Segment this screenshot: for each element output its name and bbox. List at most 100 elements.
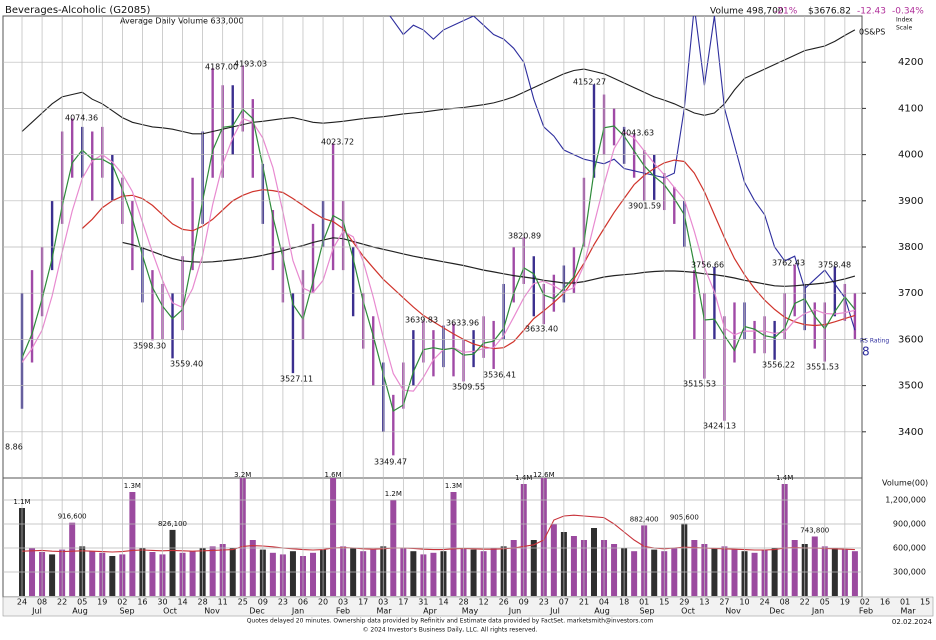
line-series bbox=[21, 514, 855, 553]
volume-bar bbox=[149, 552, 156, 596]
volume-bar bbox=[169, 529, 176, 596]
volume-bar bbox=[751, 552, 758, 596]
x-tick-label: 01 bbox=[900, 598, 910, 607]
x-tick-label: 08 bbox=[37, 598, 47, 607]
x-tick-label: 21 bbox=[579, 598, 589, 607]
price-annotation: 3527.11 bbox=[280, 375, 313, 384]
month-label: Mar bbox=[900, 607, 916, 616]
price-annotation: 3515.53 bbox=[683, 380, 716, 389]
y-tick-label: 3600 bbox=[898, 334, 923, 345]
price-annotation: 3758.48 bbox=[818, 261, 851, 270]
price-annotation: 3633.40 bbox=[525, 325, 558, 334]
volume-label: 743,800 bbox=[800, 526, 829, 534]
month-label: Oct bbox=[681, 607, 695, 616]
x-tick-label: 26 bbox=[499, 598, 509, 607]
price-annotation: 3556.22 bbox=[762, 361, 795, 370]
sp-label: 0S&PS bbox=[859, 28, 885, 37]
price-annotation: 4152.27 bbox=[573, 78, 606, 87]
price-annotation: 4187.00 bbox=[205, 63, 238, 72]
y-tick-label: 3500 bbox=[898, 381, 923, 392]
volume-bar bbox=[510, 540, 517, 596]
volume-bar bbox=[209, 546, 216, 596]
line-series bbox=[122, 237, 856, 287]
x-tick-label: 23 bbox=[278, 598, 288, 607]
x-tick-label: 15 bbox=[920, 598, 930, 607]
month-label: Jan bbox=[291, 607, 304, 616]
x-tick-label: 08 bbox=[780, 598, 790, 607]
price-annotation: 4043.63 bbox=[621, 129, 654, 138]
price-annotation: 3536.41 bbox=[483, 371, 516, 380]
x-tick-label: 16 bbox=[880, 598, 890, 607]
volume-bar bbox=[470, 549, 477, 596]
month-label: Jul bbox=[549, 607, 560, 616]
y-tick-label: 3400 bbox=[898, 427, 923, 438]
line-series bbox=[21, 108, 856, 412]
volume-bar bbox=[189, 551, 196, 596]
month-label: May bbox=[462, 607, 479, 616]
volume-bar bbox=[69, 522, 76, 596]
stat-change: -12.43 bbox=[857, 7, 886, 17]
x-tick-label: 19 bbox=[97, 598, 107, 607]
price-annotation: 3509.55 bbox=[452, 383, 485, 392]
month-label: Nov bbox=[725, 607, 741, 616]
volume-bar bbox=[129, 492, 136, 596]
volume-bar bbox=[330, 478, 337, 596]
volume-bar bbox=[550, 524, 557, 596]
price-annotation: 3598.30 bbox=[133, 342, 166, 351]
volume-bar bbox=[410, 551, 417, 596]
x-tick-label: 23 bbox=[539, 598, 549, 607]
x-tick-label: 07 bbox=[559, 598, 569, 607]
x-tick-label: 12 bbox=[479, 598, 489, 607]
volume-bar bbox=[851, 551, 858, 596]
month-label: Dec bbox=[249, 607, 264, 616]
price-annotation: 3639.83 bbox=[405, 316, 438, 325]
date: 02.02.2024 bbox=[892, 618, 933, 626]
price-annotation: 8.86 bbox=[5, 443, 23, 452]
x-tick-label: 17 bbox=[358, 598, 368, 607]
volume-label: 1.6M bbox=[324, 471, 341, 479]
line-series bbox=[389, 16, 856, 331]
x-tick-label: 28 bbox=[198, 598, 208, 607]
volume-bar bbox=[530, 540, 537, 596]
volume-bar bbox=[731, 549, 738, 596]
volume-bar bbox=[811, 536, 818, 596]
x-tick-label: 10 bbox=[739, 598, 749, 607]
price-annotation: 3349.47 bbox=[374, 458, 407, 467]
volume-bar bbox=[590, 528, 597, 596]
line-series bbox=[81, 159, 856, 350]
x-tick-label: 25 bbox=[238, 598, 248, 607]
x-tick-label: 29 bbox=[679, 598, 689, 607]
x-tick-label: 15 bbox=[659, 598, 669, 607]
month-label: Jan bbox=[811, 607, 824, 616]
volume-label: 1.4M bbox=[515, 474, 532, 482]
month-label: Nov bbox=[204, 607, 220, 616]
volume-tick-label: 600,000 bbox=[893, 544, 926, 553]
volume-label: 905,600 bbox=[670, 514, 699, 522]
x-tick-label: 24 bbox=[759, 598, 769, 607]
y-tick-label: 4200 bbox=[898, 57, 923, 68]
volume-label: 3.2M bbox=[234, 471, 251, 479]
x-tick-label: 05 bbox=[820, 598, 830, 607]
x-tick-label: 11 bbox=[218, 598, 228, 607]
x-tick-label: 06 bbox=[298, 598, 308, 607]
volume-bar bbox=[269, 552, 276, 596]
line-series bbox=[21, 117, 856, 392]
y-tick-label: 3700 bbox=[898, 288, 923, 299]
rs-label: RS Rating bbox=[860, 338, 889, 345]
y-tick-label: 4100 bbox=[898, 103, 923, 114]
footer: Quotes delayed 20 minutes. Ownership dat… bbox=[247, 618, 654, 625]
month-label: Dec bbox=[769, 607, 784, 616]
x-tick-label: 13 bbox=[699, 598, 709, 607]
month-label: Sep bbox=[119, 607, 134, 616]
x-tick-label: 04 bbox=[599, 598, 609, 607]
volume-bar bbox=[691, 540, 698, 596]
price-annotation: 4023.72 bbox=[321, 138, 354, 147]
x-tick-label: 31 bbox=[418, 598, 428, 607]
x-tick-label: 20 bbox=[318, 598, 328, 607]
month-label: Jun bbox=[508, 607, 522, 616]
volume-label: Volume(00) bbox=[882, 479, 928, 488]
volume-tick-label: 300,000 bbox=[893, 568, 926, 577]
volume-bar bbox=[370, 549, 377, 596]
title: Beverages-Alcoholic (G2085) bbox=[5, 5, 150, 16]
